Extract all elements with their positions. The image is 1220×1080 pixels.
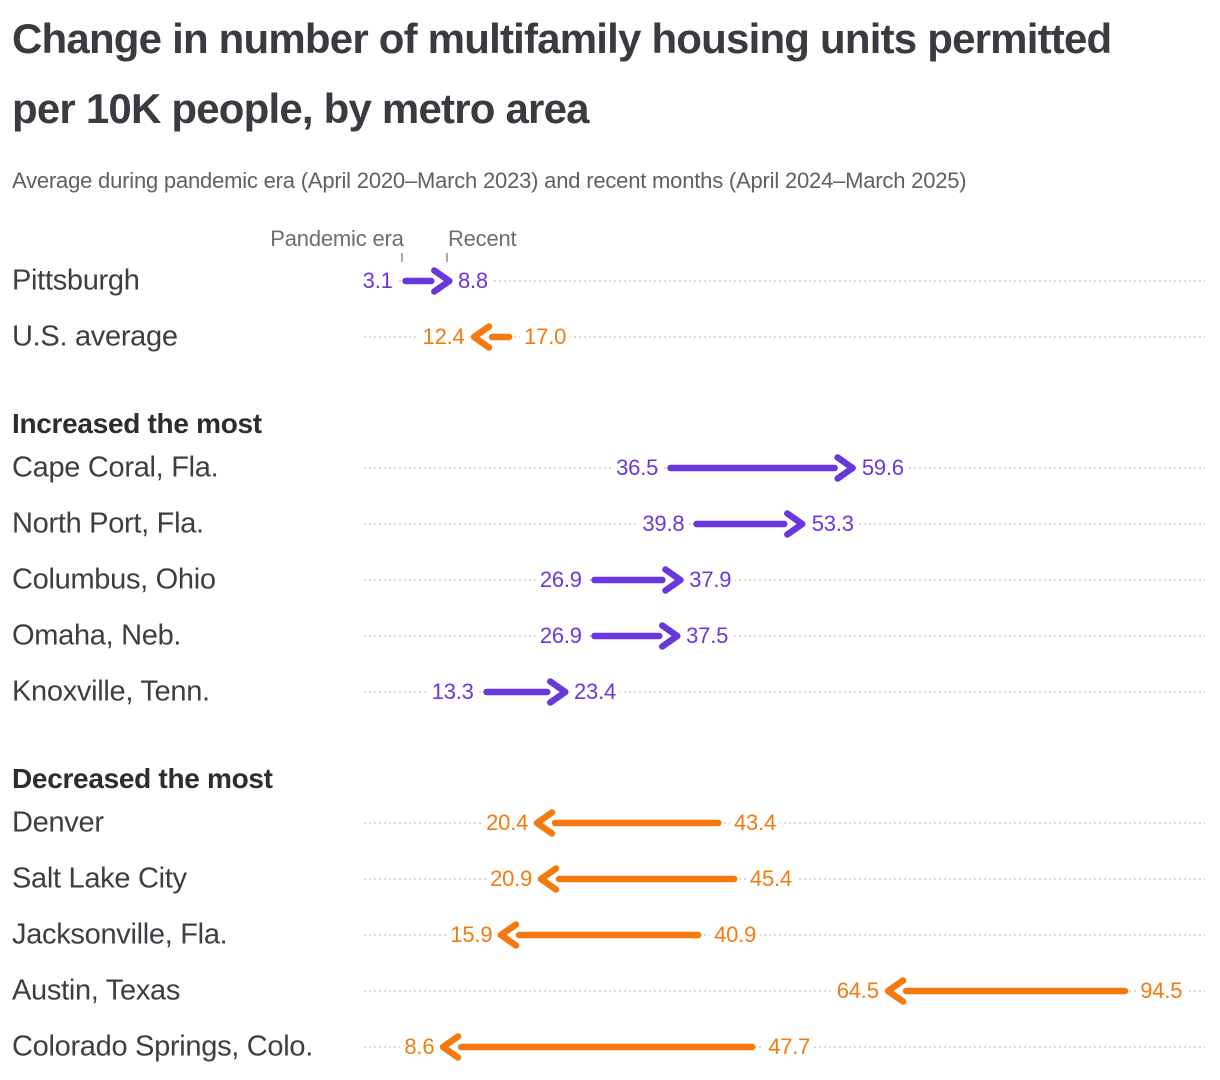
chart-subtitle: Average during pandemic era (April 2020–… [12,168,967,193]
recent-value: 37.9 [685,567,736,593]
row-label: Omaha, Neb. [12,619,182,652]
pandemic-era-value: 3.1 [358,268,397,294]
metro-row: Pittsburgh 3.1 8.8 [0,253,1220,309]
dotted-leader-line [364,934,1205,936]
recent-value: 20.4 [482,810,533,836]
dotted-leader-line [364,336,1205,338]
row-label: Austin, Texas [12,974,181,1007]
recent-value: 53.3 [807,511,858,537]
recent-value: 64.5 [832,978,883,1004]
legend-recent-label: Recent [447,226,517,251]
row-label: North Port, Fla. [12,507,204,540]
change-arrow-increase [591,566,685,594]
legend-tick-recent [445,253,448,262]
recent-value: 37.5 [682,623,733,649]
row-label: Denver [12,806,104,839]
pandemic-era-value: 40.9 [710,922,761,948]
pandemic-era-value: 13.3 [427,679,478,705]
recent-value: 20.9 [486,866,537,892]
section-header: Increased the most [12,408,262,439]
pandemic-era-value: 26.9 [535,567,586,593]
metro-row: Salt Lake City 45.4 20.9 [0,851,1220,907]
metro-row: Omaha, Neb. 26.9 37.5 [0,608,1220,664]
metro-row: Colorado Springs, Colo. 47.7 8.6 [0,1019,1220,1075]
row-label: Knoxville, Tenn. [12,675,210,708]
metro-row: Jacksonville, Fla. 40.9 15.9 [0,907,1220,963]
metro-row: Denver 43.4 20.4 [0,795,1220,851]
pandemic-era-value: 47.7 [764,1034,815,1060]
pandemic-era-value: 43.4 [730,810,781,836]
row-label: U.S. average [12,320,178,353]
row-label: Pittsburgh [12,264,140,297]
chart-title: Change in number of multifamily housing … [12,15,1112,132]
dotted-leader-line [364,280,1205,282]
pandemic-era-value: 45.4 [745,866,796,892]
row-label: Jacksonville, Fla. [12,918,228,951]
metro-row: Columbus, Ohio 26.9 37.9 [0,552,1220,608]
recent-value: 12.4 [418,324,469,350]
row-label: Columbus, Ohio [12,563,216,596]
change-arrow-decrease [469,323,512,351]
recent-value: 8.6 [400,1034,439,1060]
recent-value: 59.6 [857,455,908,481]
change-arrow-decrease [497,921,702,949]
change-arrow-decrease [883,977,1129,1005]
dotted-leader-line [364,990,1205,992]
pandemic-era-value: 26.9 [535,623,586,649]
metro-row: North Port, Fla. 39.8 53.3 [0,496,1220,552]
change-arrow-increase [667,454,857,482]
pandemic-era-value: 39.8 [638,511,689,537]
dotted-leader-line [364,822,1205,824]
dotted-leader-line [364,691,1205,693]
dotted-leader-line [364,579,1205,581]
recent-value: 15.9 [446,922,497,948]
change-arrow-decrease [533,809,722,837]
metro-row: Knoxville, Tenn. 13.3 23.4 [0,664,1220,720]
change-arrow-increase [482,678,570,706]
pandemic-era-value: 17.0 [520,324,571,350]
change-arrow-increase [401,267,453,295]
change-arrow-decrease [537,865,738,893]
pandemic-era-value: 36.5 [612,455,663,481]
row-label: Colorado Springs, Colo. [12,1030,313,1063]
row-label: Salt Lake City [12,862,187,895]
pandemic-era-value: 94.5 [1136,978,1187,1004]
recent-value: 23.4 [570,679,621,705]
change-arrow-increase [693,510,807,538]
metro-row: Cape Coral, Fla. 36.5 59.6 [0,440,1220,496]
change-arrow-decrease [439,1033,756,1061]
change-arrow-increase [591,622,682,650]
metro-row: U.S. average 17.0 12.4 [0,309,1220,365]
dotted-leader-line [364,635,1205,637]
legend-pandemic-era-label: Pandemic era [270,226,404,251]
legend-tick-pandemic-era [400,253,403,262]
metro-row: Austin, Texas 94.5 64.5 [0,963,1220,1019]
section-header: Decreased the most [12,763,273,794]
row-label: Cape Coral, Fla. [12,451,219,484]
recent-value: 8.8 [453,268,492,294]
